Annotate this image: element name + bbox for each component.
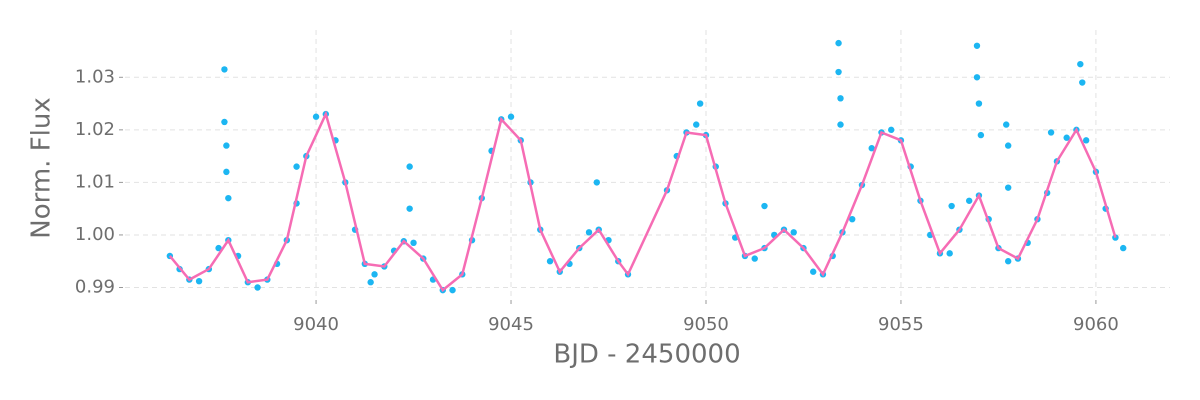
- data-point: [1079, 79, 1086, 86]
- data-point: [367, 279, 374, 286]
- x-tick-label: 9060: [1073, 314, 1119, 335]
- y-tick-label: 0.99: [75, 276, 115, 297]
- x-tick-label: 9040: [293, 314, 339, 335]
- data-point: [835, 68, 842, 76]
- data-point: [965, 197, 973, 204]
- x-axis-label: BJD - 2450000: [553, 340, 740, 370]
- data-point: [195, 277, 203, 285]
- data-point: [449, 286, 456, 294]
- y-tick-label: 1.03: [75, 66, 115, 87]
- data-point: [835, 39, 842, 47]
- data-point: [888, 126, 895, 134]
- x-tick-label: 9055: [878, 314, 924, 335]
- data-point: [293, 163, 300, 170]
- data-point: [946, 250, 953, 257]
- data-point: [223, 142, 230, 149]
- data-point: [223, 168, 230, 176]
- data-point: [973, 42, 981, 49]
- data-point: [312, 113, 320, 120]
- data-point: [221, 118, 228, 126]
- data-point: [507, 113, 515, 120]
- data-point: [1004, 258, 1012, 265]
- data-point: [761, 202, 768, 210]
- data-point: [693, 121, 700, 128]
- data-point: [837, 95, 844, 102]
- data-point: [1047, 129, 1055, 136]
- data-point: [977, 131, 985, 139]
- data-point: [849, 215, 856, 223]
- data-point: [973, 74, 981, 81]
- data-point: [790, 229, 797, 236]
- data-point: [837, 121, 844, 128]
- data-point: [1004, 184, 1012, 191]
- data-point: [406, 163, 413, 170]
- data-point: [1003, 121, 1010, 128]
- data-point: [546, 258, 554, 265]
- data-point: [371, 271, 378, 278]
- x-tick-label: 9045: [488, 314, 534, 335]
- data-point: [810, 268, 817, 275]
- data-point: [948, 202, 955, 210]
- y-tick-label: 1.02: [75, 119, 115, 140]
- data-point: [225, 194, 232, 202]
- y-tick-label: 1.01: [75, 171, 115, 192]
- data-point: [1063, 134, 1070, 141]
- data-point: [1120, 244, 1127, 252]
- data-point: [751, 255, 758, 262]
- x-tick-label: 9050: [683, 314, 729, 335]
- data-point: [868, 145, 875, 152]
- data-point: [254, 284, 261, 291]
- data-point: [975, 100, 983, 107]
- data-point: [221, 66, 228, 73]
- data-point: [406, 205, 413, 212]
- data-point: [593, 179, 601, 186]
- model-line: [168, 110, 1117, 292]
- data-point: [696, 100, 704, 107]
- y-axis-label: Norm. Flux: [27, 97, 57, 239]
- y-tick-label: 1.00: [75, 224, 115, 245]
- data-point: [1004, 142, 1012, 149]
- data-point: [215, 244, 222, 252]
- data-point: [585, 229, 593, 236]
- data-point: [1082, 137, 1090, 144]
- data-point: [1077, 60, 1084, 68]
- data-point: [410, 239, 417, 247]
